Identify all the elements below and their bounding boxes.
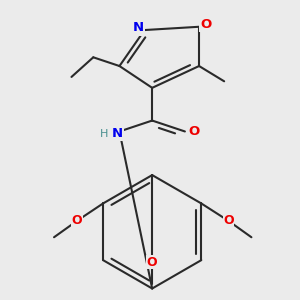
Text: O: O (72, 214, 82, 227)
Text: O: O (147, 256, 158, 269)
Text: O: O (188, 125, 199, 138)
Text: N: N (132, 21, 144, 34)
Text: N: N (112, 127, 123, 140)
Text: O: O (200, 18, 211, 31)
Text: O: O (223, 214, 234, 227)
Text: H: H (100, 129, 108, 139)
